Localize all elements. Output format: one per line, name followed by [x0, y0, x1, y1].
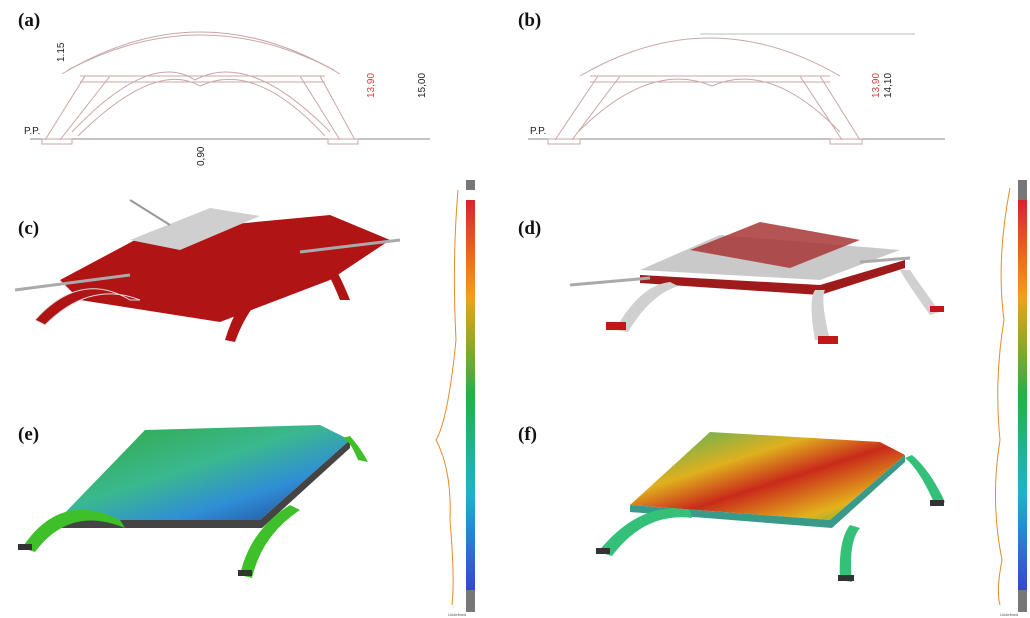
- panel-label-a: (a): [18, 10, 41, 31]
- deformation-model-f: [596, 432, 945, 582]
- histogram-right: [994, 187, 1011, 606]
- color-scale-left: [466, 180, 475, 190]
- color-scale-right: [1018, 180, 1027, 200]
- elevation-drawing-a: [30, 31, 430, 145]
- deformation-model-e: [18, 425, 368, 578]
- dim-right-a: 15,00: [417, 72, 428, 98]
- dim-top-a: 1.15: [56, 42, 67, 62]
- panel-label-e: (e): [18, 424, 40, 445]
- ground-label-b: P.P.: [530, 126, 547, 137]
- ground-label-a: P.P.: [24, 126, 41, 137]
- undefined-label-right: Undefined: [1000, 612, 1019, 617]
- color-scale-right-bottom: [1018, 590, 1027, 612]
- dim-right-b: 14,10: [883, 72, 894, 98]
- deviation-model-c: [14, 199, 401, 342]
- histogram-left: [435, 189, 459, 606]
- dim-red-a: 13,90: [366, 72, 377, 98]
- panel-label-c: (c): [18, 218, 40, 239]
- color-scale-left-gradient: [466, 200, 475, 590]
- elevation-drawing-b: [528, 33, 945, 145]
- color-scale-left-bottom: [466, 590, 475, 612]
- undefined-label-left: Undefined: [448, 612, 467, 617]
- panel-label-f: (f): [518, 424, 537, 445]
- color-scale-right-gradient: [1018, 200, 1027, 590]
- deviation-model-d: [569, 222, 944, 344]
- panel-label-d: (d): [518, 218, 542, 239]
- panel-label-b: (b): [518, 10, 542, 31]
- dim-red-b: 13,90: [871, 72, 882, 98]
- dim-bottom-a: 0,90: [196, 146, 207, 166]
